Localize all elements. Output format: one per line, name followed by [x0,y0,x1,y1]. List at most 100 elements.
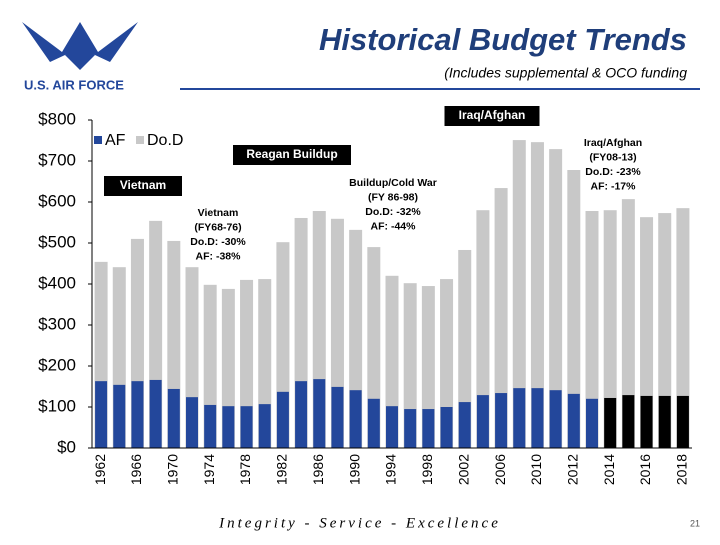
y-tick-label: $400 [38,273,76,292]
af-bar [167,388,180,448]
af-bar [604,397,617,448]
af-bar [131,381,144,448]
annotation-text: Reagan Buildup [246,147,337,161]
af-bar [186,397,198,448]
chart-title: Historical Budget Trends [319,22,687,57]
x-tick-label: 1966 [128,454,144,485]
x-tick-label: 1982 [274,454,290,485]
dod-bar [549,149,563,449]
x-tick-label: 1990 [346,454,362,485]
af-bar [549,390,562,448]
annotation-text: (FY68-76) [194,221,241,233]
annotation-text: AF: -44% [371,220,417,232]
annotation-text: Iraq/Afghan [459,108,526,122]
annotation-text: Iraq/Afghan [584,137,642,149]
af-bar [313,379,326,448]
dod-bar [494,188,508,448]
legend-label: Do.D [147,132,183,149]
af-bar [204,404,217,448]
af-bar [149,379,162,448]
y-tick-label: $600 [38,191,76,210]
af-bar [222,406,235,448]
y-tick-label: $500 [38,232,76,251]
dod-bar [367,247,381,448]
x-tick-label: 1994 [383,454,399,485]
page-number: 21 [690,518,700,528]
annotation-text: AF: -17% [591,180,637,192]
x-tick-label: 2018 [674,454,690,485]
af-bar [458,402,471,448]
annotation-text: AF: -38% [196,250,242,262]
footer: Integrity - Service - Excellence [218,515,501,531]
af-bar [531,388,544,448]
x-tick-label: 1974 [201,454,217,485]
af-bar [367,398,380,448]
y-tick-label: $800 [38,109,76,128]
annotation-text: Do.D: -32% [365,206,421,218]
x-tick-label: 1970 [165,454,181,485]
dod-bar [458,249,472,448]
af-bar [495,393,508,448]
af-bar [422,409,435,448]
af-bar [331,386,344,448]
y-tick-label: $0 [57,437,76,456]
dod-bar [585,211,599,448]
dod-bar [567,170,581,448]
af-bar [295,381,308,448]
dod-bar [640,217,654,448]
dod-bar [385,275,399,448]
x-tick-label: 2014 [601,454,617,485]
x-tick-label: 1962 [92,454,108,485]
logo-wings [22,22,138,62]
logo-star [65,45,95,70]
legend-swatch [136,136,144,144]
af-bar [476,395,489,448]
dod-bar [658,213,672,448]
annotation-text: Do.D: -23% [585,166,641,178]
annotation-text: Vietnam [198,207,239,219]
x-tick-label: 2016 [637,454,653,485]
y-tick-label: $100 [38,396,76,415]
dod-bar [421,286,435,448]
dod-bar [512,140,526,448]
af-bar [113,384,126,448]
y-tick-label: $300 [38,314,76,333]
af-bar [586,398,598,448]
dod-bar [240,279,254,448]
af-bar [622,395,635,448]
x-tick-label: 2010 [528,454,544,485]
annotation-text: (FY 86-98) [368,191,418,203]
dod-bar [476,210,490,448]
x-tick-label: 2012 [565,454,581,485]
annotation-box [444,106,540,126]
dod-bar [403,283,417,448]
dod-bar [603,210,617,448]
af-bar [640,395,653,448]
chart-subtitle: (Includes supplemental & OCO funding [444,65,687,81]
x-tick-label: 1986 [310,454,326,485]
af-bar [386,406,398,448]
y-tick-label: $700 [38,150,76,169]
annotation-text: Vietnam [120,178,166,192]
af-bar [276,391,289,448]
af-bar [95,381,108,448]
annotation-text: Do.D: -30% [190,236,246,248]
y-tick-label: $200 [38,355,76,374]
af-bar [240,406,253,448]
legend-swatch [94,136,102,144]
dod-bar [676,208,690,448]
x-tick-label: 1978 [237,454,253,485]
af-bar [258,404,271,448]
annotation-text: Buildup/Cold War [349,177,437,189]
af-bar [658,395,671,448]
af-bar [676,395,689,448]
af-bar [440,407,453,448]
x-tick-label: 2002 [455,454,471,485]
annotation-box [233,145,351,165]
af-bar [404,409,417,448]
x-tick-label: 2006 [492,454,508,485]
annotation-text: (FY08-13) [589,151,636,163]
legend-label: AF [105,132,126,149]
x-tick-label: 1998 [419,454,435,485]
